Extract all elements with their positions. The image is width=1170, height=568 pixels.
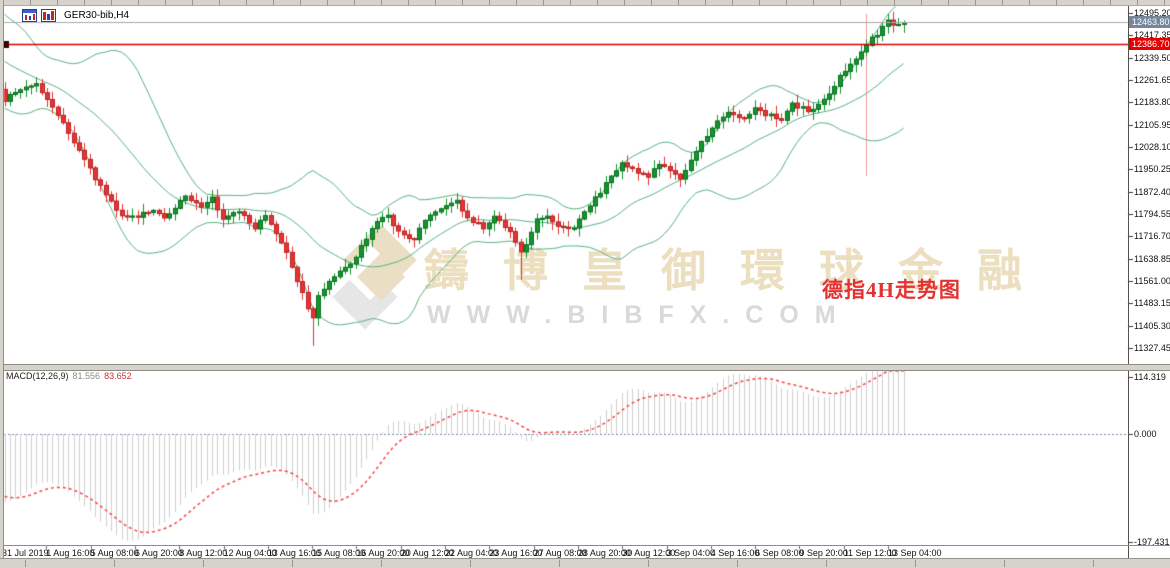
price-tick-label: 11405.30: [1134, 320, 1170, 331]
chart-title-row: GER30-bib,H4: [22, 8, 129, 22]
toolbar-bottom-edge: [0, 0, 1170, 6]
price-tick-label: 11950.25: [1134, 164, 1170, 175]
red-line-price-box: 12386.70: [1129, 38, 1170, 50]
pane-splitter[interactable]: [0, 364, 1170, 371]
macd-tick-label: 0.000: [1134, 429, 1157, 439]
price-tick-label: 12028.10: [1134, 142, 1170, 152]
time-tick-label: 13 Aug 16:00: [267, 548, 321, 558]
time-tick-label: 3 Sep 04:00: [666, 548, 716, 558]
time-tick-label: 30 Aug 12:00: [622, 548, 676, 558]
price-axis-border: [1128, 5, 1129, 558]
macd-indicator-label: MACD(12,26,9) 81.556 83.652: [6, 371, 132, 381]
price-tick-label: 11872.40: [1134, 186, 1170, 197]
time-tick-label: 5 Aug 08:00: [90, 548, 139, 558]
price-tick-label: 11794.55: [1134, 209, 1170, 219]
price-tick-label: 12183.80: [1134, 97, 1170, 108]
time-tick-label: 6 Aug 20:00: [134, 548, 183, 558]
window-left-edge: [0, 5, 4, 558]
time-tick-label: 11 Sep 12:00: [843, 548, 897, 558]
price-tick-label: 11483.15: [1134, 298, 1170, 309]
time-tick-label: 22 Aug 04:00: [445, 548, 499, 558]
time-tick-label: 9 Sep 20:00: [799, 548, 848, 558]
time-tick-label: 31 Jul 2019: [2, 548, 49, 558]
price-tick-label: 12261.65: [1134, 75, 1170, 85]
price-tick-label: 12105.95: [1134, 119, 1170, 130]
time-tick-label: 15 Aug 08:00: [312, 548, 366, 558]
bar-chart-icon: [41, 8, 56, 22]
time-axis-divider: [0, 545, 1170, 546]
time-tick-label: 16 Aug 20:00: [356, 548, 410, 558]
chart-annotation-text: 德指4H走势图: [822, 278, 961, 302]
price-tick-label: 12417.35: [1134, 30, 1170, 41]
scroll-strip[interactable]: [0, 558, 1170, 568]
time-tick-label: 12 Aug 04:00: [223, 548, 277, 558]
time-tick-label: 1 Aug 16:00: [46, 548, 95, 558]
time-tick-label: 6 Sep 08:00: [755, 548, 804, 558]
price-tick-label: 11327.45: [1134, 343, 1170, 353]
time-tick-label: 20 Aug 12:00: [400, 548, 454, 558]
price-tick-label: 11638.85: [1134, 253, 1170, 264]
time-tick-label: 23 Aug 16:00: [489, 548, 543, 558]
price-tick-label: 11561.00: [1134, 276, 1170, 286]
macd-tick-label: 114.319: [1134, 372, 1166, 382]
chart-title: GER30-bib,H4: [64, 9, 130, 21]
time-tick-label: 28 Aug 20:00: [577, 548, 631, 558]
macd-signal-value: 83.652: [104, 371, 132, 381]
macd-tick-label: -197.431: [1134, 537, 1170, 547]
macd-name: MACD(12,26,9): [6, 371, 69, 381]
price-tick-label: 12339.50: [1134, 52, 1170, 63]
price-tick-label: 12495.20: [1134, 8, 1170, 18]
time-tick-label: 4 Sep 16:00: [710, 548, 760, 558]
price-tick-label: 11716.70: [1134, 231, 1170, 242]
time-tick-label: 8 Aug 12:00: [179, 548, 228, 558]
time-tick-label: 27 Aug 08:00: [533, 548, 587, 558]
chart-window-icon: [22, 8, 37, 22]
bid-price-box: 12463.80: [1129, 16, 1170, 28]
macd-main-value: 81.556: [72, 371, 101, 381]
time-tick-label: 13 Sep 04:00: [888, 548, 942, 558]
